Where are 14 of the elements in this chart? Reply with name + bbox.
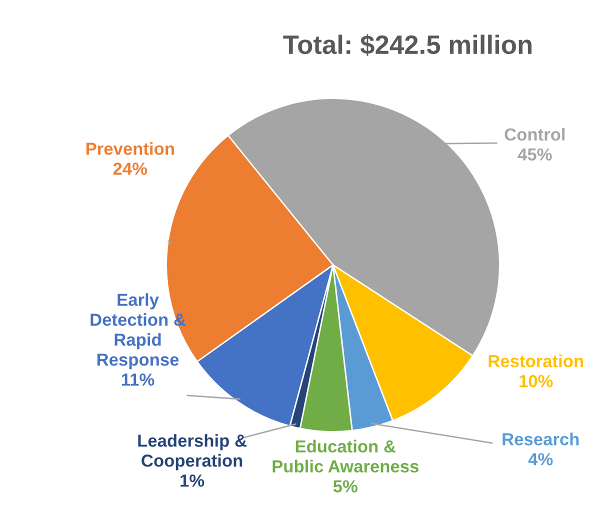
slice-label: Control <box>504 128 565 141</box>
data-label: 45% <box>518 148 552 161</box>
chart-title: Total: $242.5 million <box>283 34 532 56</box>
data-label: 24% <box>113 162 148 175</box>
data-label: 10% <box>520 374 553 388</box>
slice-label: Restoration <box>488 354 584 368</box>
data-label: 5% <box>333 480 358 492</box>
data-label: 1% <box>180 474 204 487</box>
slice-label: Leadership & Cooperation <box>138 434 246 470</box>
data-label: 11% <box>122 374 154 386</box>
slice-label: Education & Public Awareness <box>272 440 418 473</box>
slice-label: Research <box>502 432 579 446</box>
slice-label: Prevention <box>86 142 174 155</box>
data-label: 4% <box>528 453 553 466</box>
